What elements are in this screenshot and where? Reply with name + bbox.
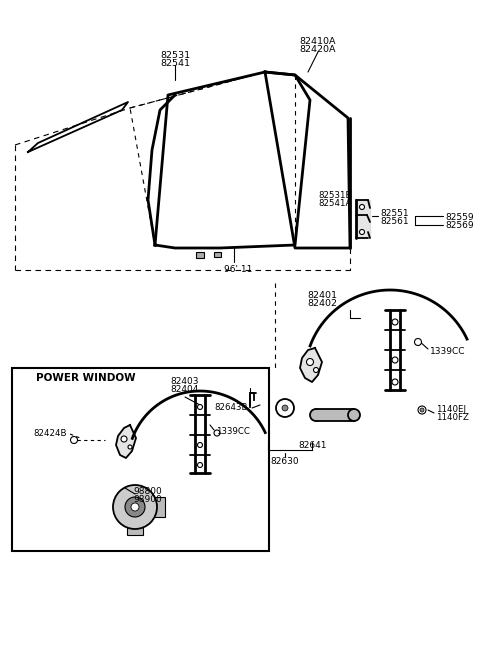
Polygon shape <box>116 425 136 458</box>
Circle shape <box>360 204 364 210</box>
Text: 98800: 98800 <box>133 486 162 495</box>
Text: 82551: 82551 <box>380 208 408 217</box>
Circle shape <box>276 399 294 417</box>
Text: 82569: 82569 <box>445 221 474 231</box>
Circle shape <box>392 357 398 363</box>
Text: 82561: 82561 <box>380 217 408 225</box>
Bar <box>127 527 143 535</box>
Circle shape <box>131 503 139 511</box>
Bar <box>316 409 354 421</box>
Polygon shape <box>300 348 322 382</box>
Circle shape <box>392 319 398 325</box>
Text: 82531: 82531 <box>160 51 190 60</box>
Circle shape <box>418 406 426 414</box>
Circle shape <box>113 485 157 529</box>
Text: 82424B: 82424B <box>34 430 67 438</box>
Text: 82630: 82630 <box>271 457 300 466</box>
Bar <box>153 497 165 517</box>
Text: POWER WINDOW: POWER WINDOW <box>36 373 136 383</box>
Text: 82404: 82404 <box>171 386 199 394</box>
Circle shape <box>360 229 364 235</box>
Text: 82410A: 82410A <box>300 37 336 47</box>
Bar <box>196 252 204 258</box>
Circle shape <box>121 436 127 442</box>
Text: 1339CC: 1339CC <box>216 428 250 436</box>
Text: 82531B: 82531B <box>319 191 352 200</box>
Circle shape <box>214 430 220 436</box>
Text: 96' 11: 96' 11 <box>224 265 252 275</box>
Bar <box>12 368 269 551</box>
Circle shape <box>282 405 288 411</box>
Text: 82402: 82402 <box>307 298 337 307</box>
Ellipse shape <box>348 409 360 421</box>
Polygon shape <box>356 200 370 238</box>
Text: 1140FZ: 1140FZ <box>436 413 469 422</box>
Circle shape <box>415 338 421 346</box>
Text: 82420A: 82420A <box>300 45 336 55</box>
Circle shape <box>125 497 145 517</box>
Text: 82559: 82559 <box>445 214 474 223</box>
Text: 98900: 98900 <box>133 495 162 503</box>
Text: 82541A: 82541A <box>319 200 352 208</box>
Text: 82401: 82401 <box>307 290 337 300</box>
Text: 82541: 82541 <box>160 58 190 68</box>
Text: 82643B: 82643B <box>215 403 248 413</box>
Circle shape <box>128 445 132 449</box>
Circle shape <box>71 436 77 443</box>
Circle shape <box>313 367 319 373</box>
Circle shape <box>420 408 424 412</box>
Text: 82641: 82641 <box>298 440 326 449</box>
Circle shape <box>307 359 313 365</box>
Circle shape <box>197 463 203 468</box>
Circle shape <box>197 405 203 409</box>
Text: 1140EJ: 1140EJ <box>436 405 466 415</box>
Circle shape <box>392 379 398 385</box>
Circle shape <box>197 443 203 447</box>
Ellipse shape <box>310 409 322 421</box>
Text: 1339CC: 1339CC <box>430 348 466 357</box>
Bar <box>214 252 221 257</box>
Text: 82403: 82403 <box>171 378 199 386</box>
